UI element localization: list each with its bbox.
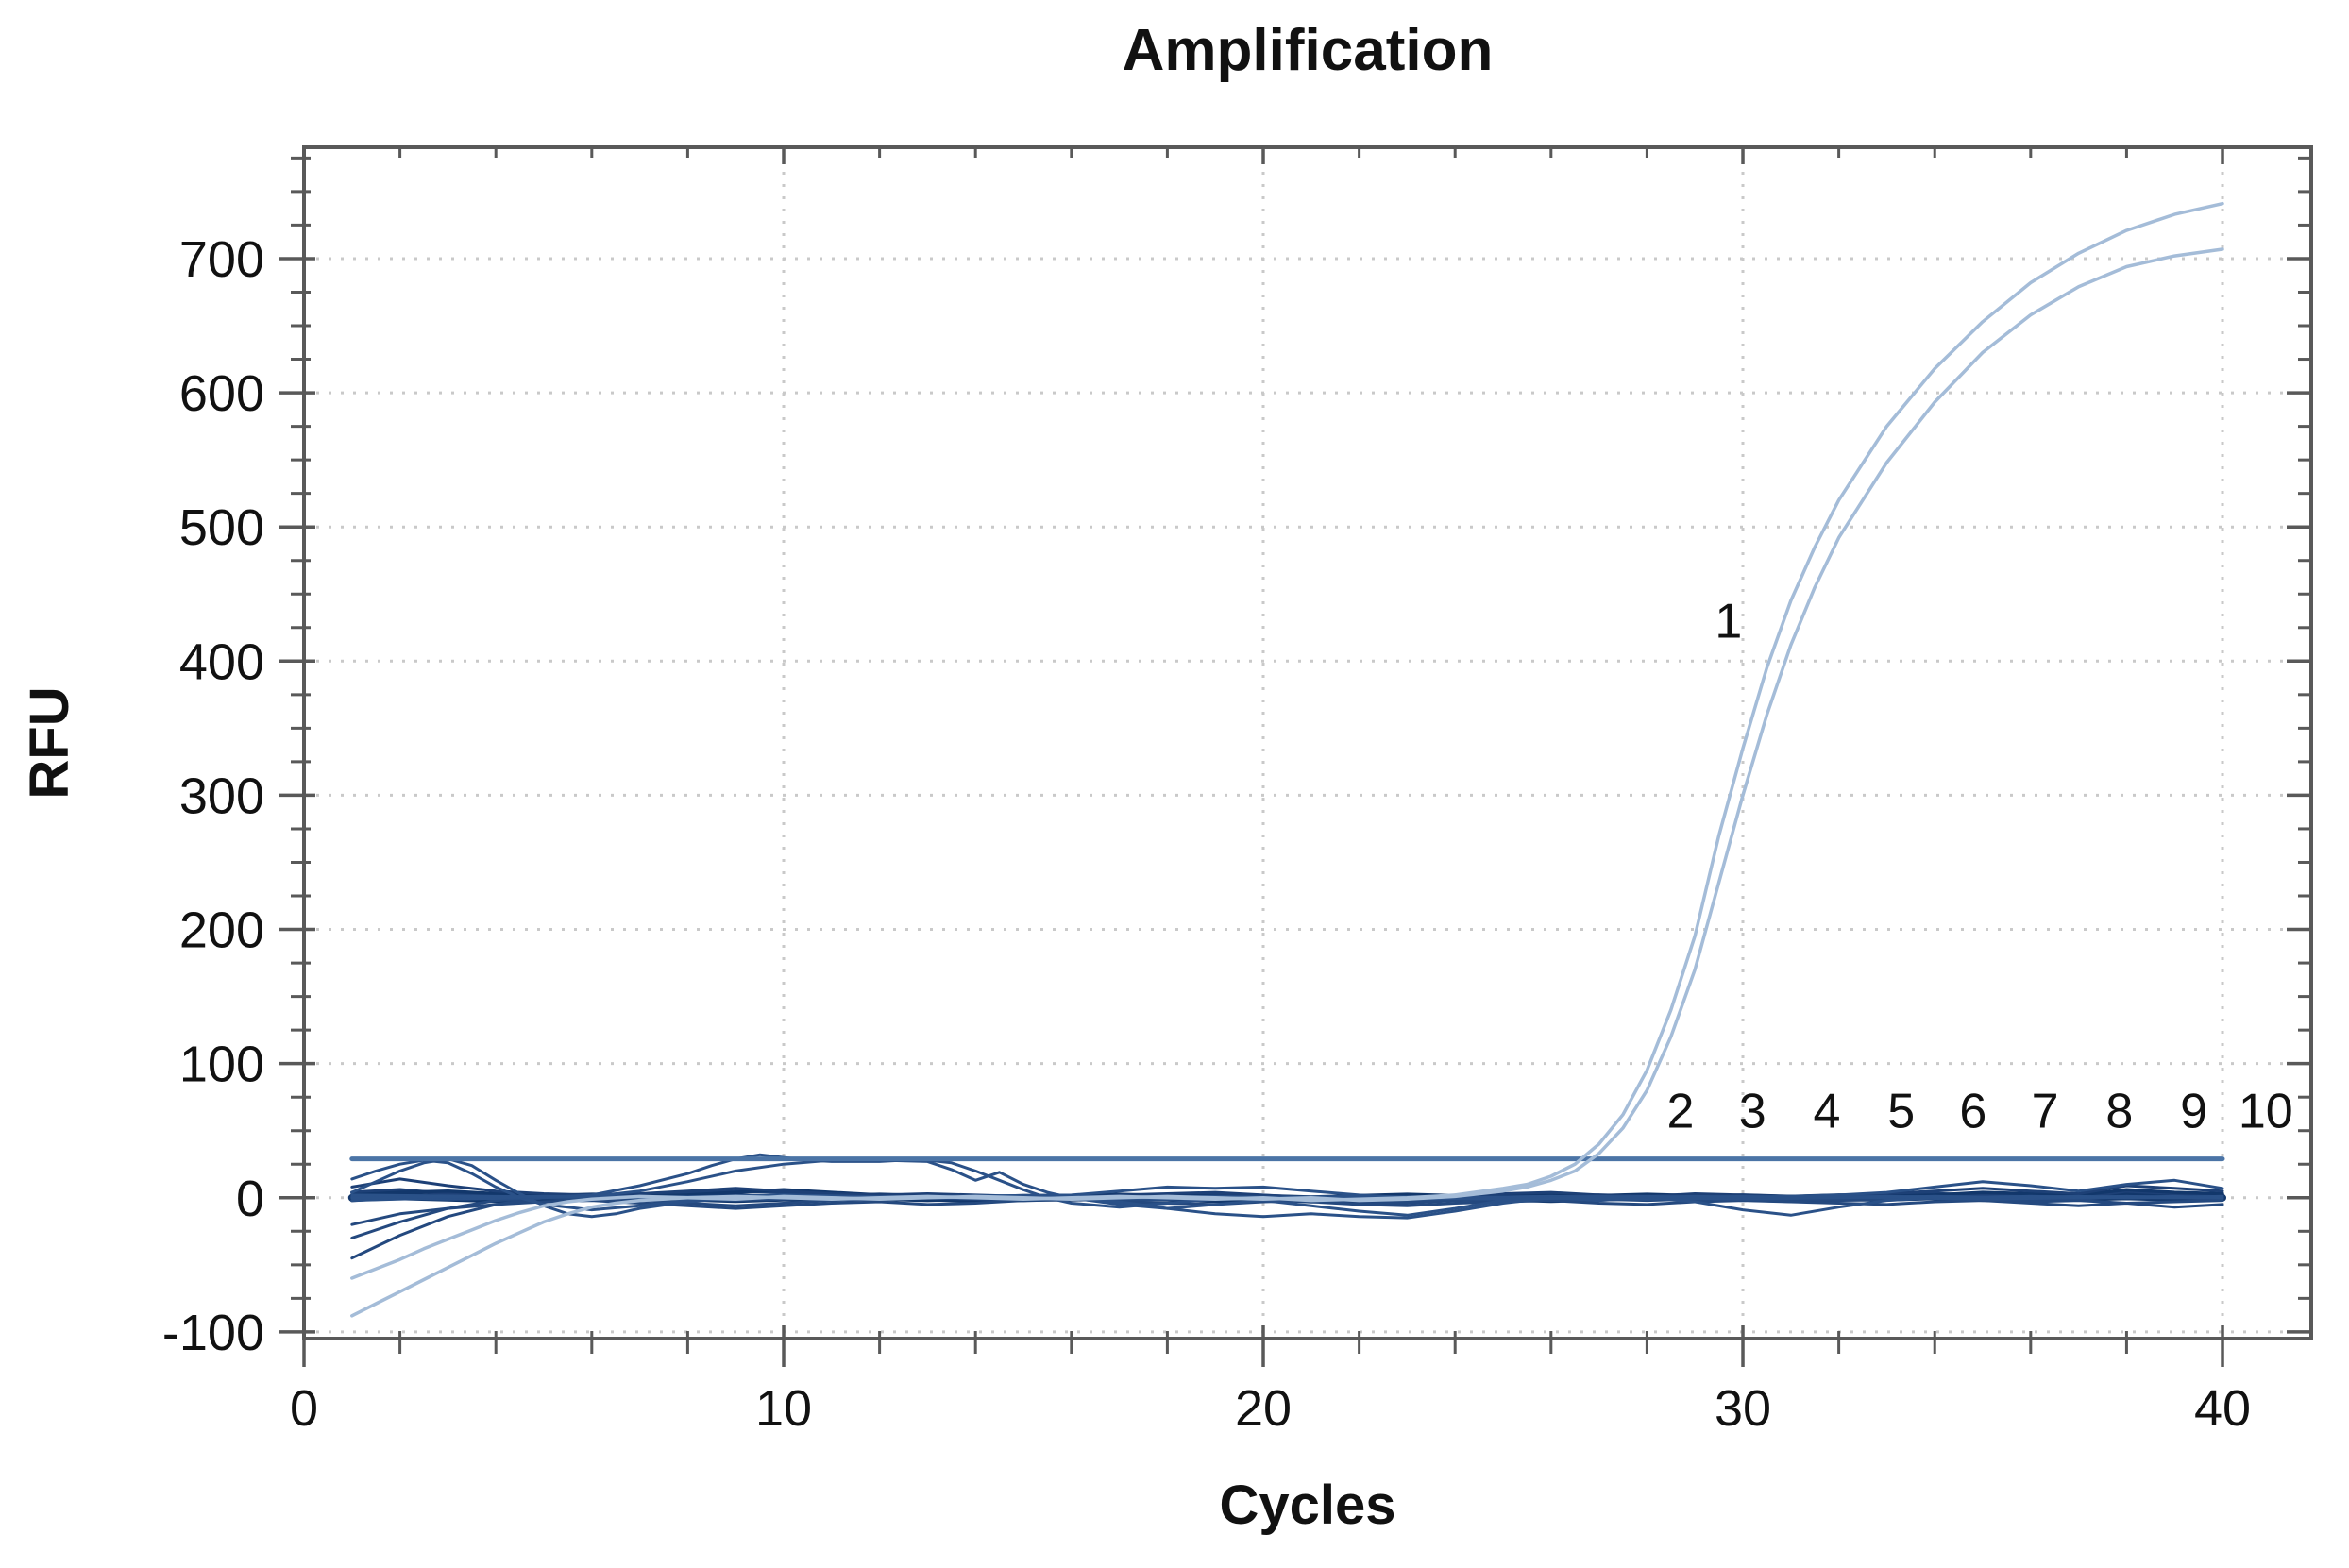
grid-layer [304,147,2311,1339]
y-tick-label-400: 400 [179,633,264,690]
y-tick-label-0: 0 [236,1171,264,1227]
curve-label-layer: 1 2 3 4 5 6 7 8 9 10 [1667,595,2293,1139]
x-tick-label-10: 10 [755,1380,812,1437]
plot-border [302,145,2313,1340]
curve-label-1: 1 [1715,595,1742,649]
x-tick-label-0: 0 [290,1380,318,1437]
curve-label-2: 2 [1667,1084,1695,1138]
y-axis-title: RFU [19,686,80,799]
y-tick-label-700: 700 [179,231,264,288]
curve-label-6: 6 [1959,1084,1986,1138]
y-tick-label-300: 300 [179,767,264,824]
axis-layer [279,145,2313,1367]
y-tick-label-600: 600 [179,365,264,422]
y-tick-label-500: 500 [179,499,264,556]
series-sample-1-replicate-a [350,201,2224,1318]
curve-label-4: 4 [1813,1084,1840,1138]
curve-label-3: 3 [1739,1084,1766,1138]
x-tick-label-20: 20 [1235,1380,1292,1437]
y-tick-label-100: 100 [179,1037,264,1093]
curve-label-9: 9 [2180,1084,2207,1138]
tick-label-layer: -100 0 100 200 300 400 500 600 700 0 10 20 30 40 [162,231,2251,1437]
curve-label-10: 10 [2239,1084,2293,1138]
curve-label-8: 8 [2105,1084,2133,1138]
x-tick-label-30: 30 [1715,1380,1771,1437]
curve-label-7: 7 [2032,1084,2059,1138]
curve-label-5: 5 [1887,1084,1915,1138]
series-layer [347,201,2226,1318]
chart-title: Amplification [1123,18,1494,83]
y-tick-label-200: 200 [179,902,264,959]
y-tick-label--100: -100 [162,1305,264,1361]
x-axis-title: Cycles [1219,1475,1395,1536]
series-sample-1-replicate-b [350,247,2224,1280]
x-tick-label-40: 40 [2194,1380,2251,1437]
